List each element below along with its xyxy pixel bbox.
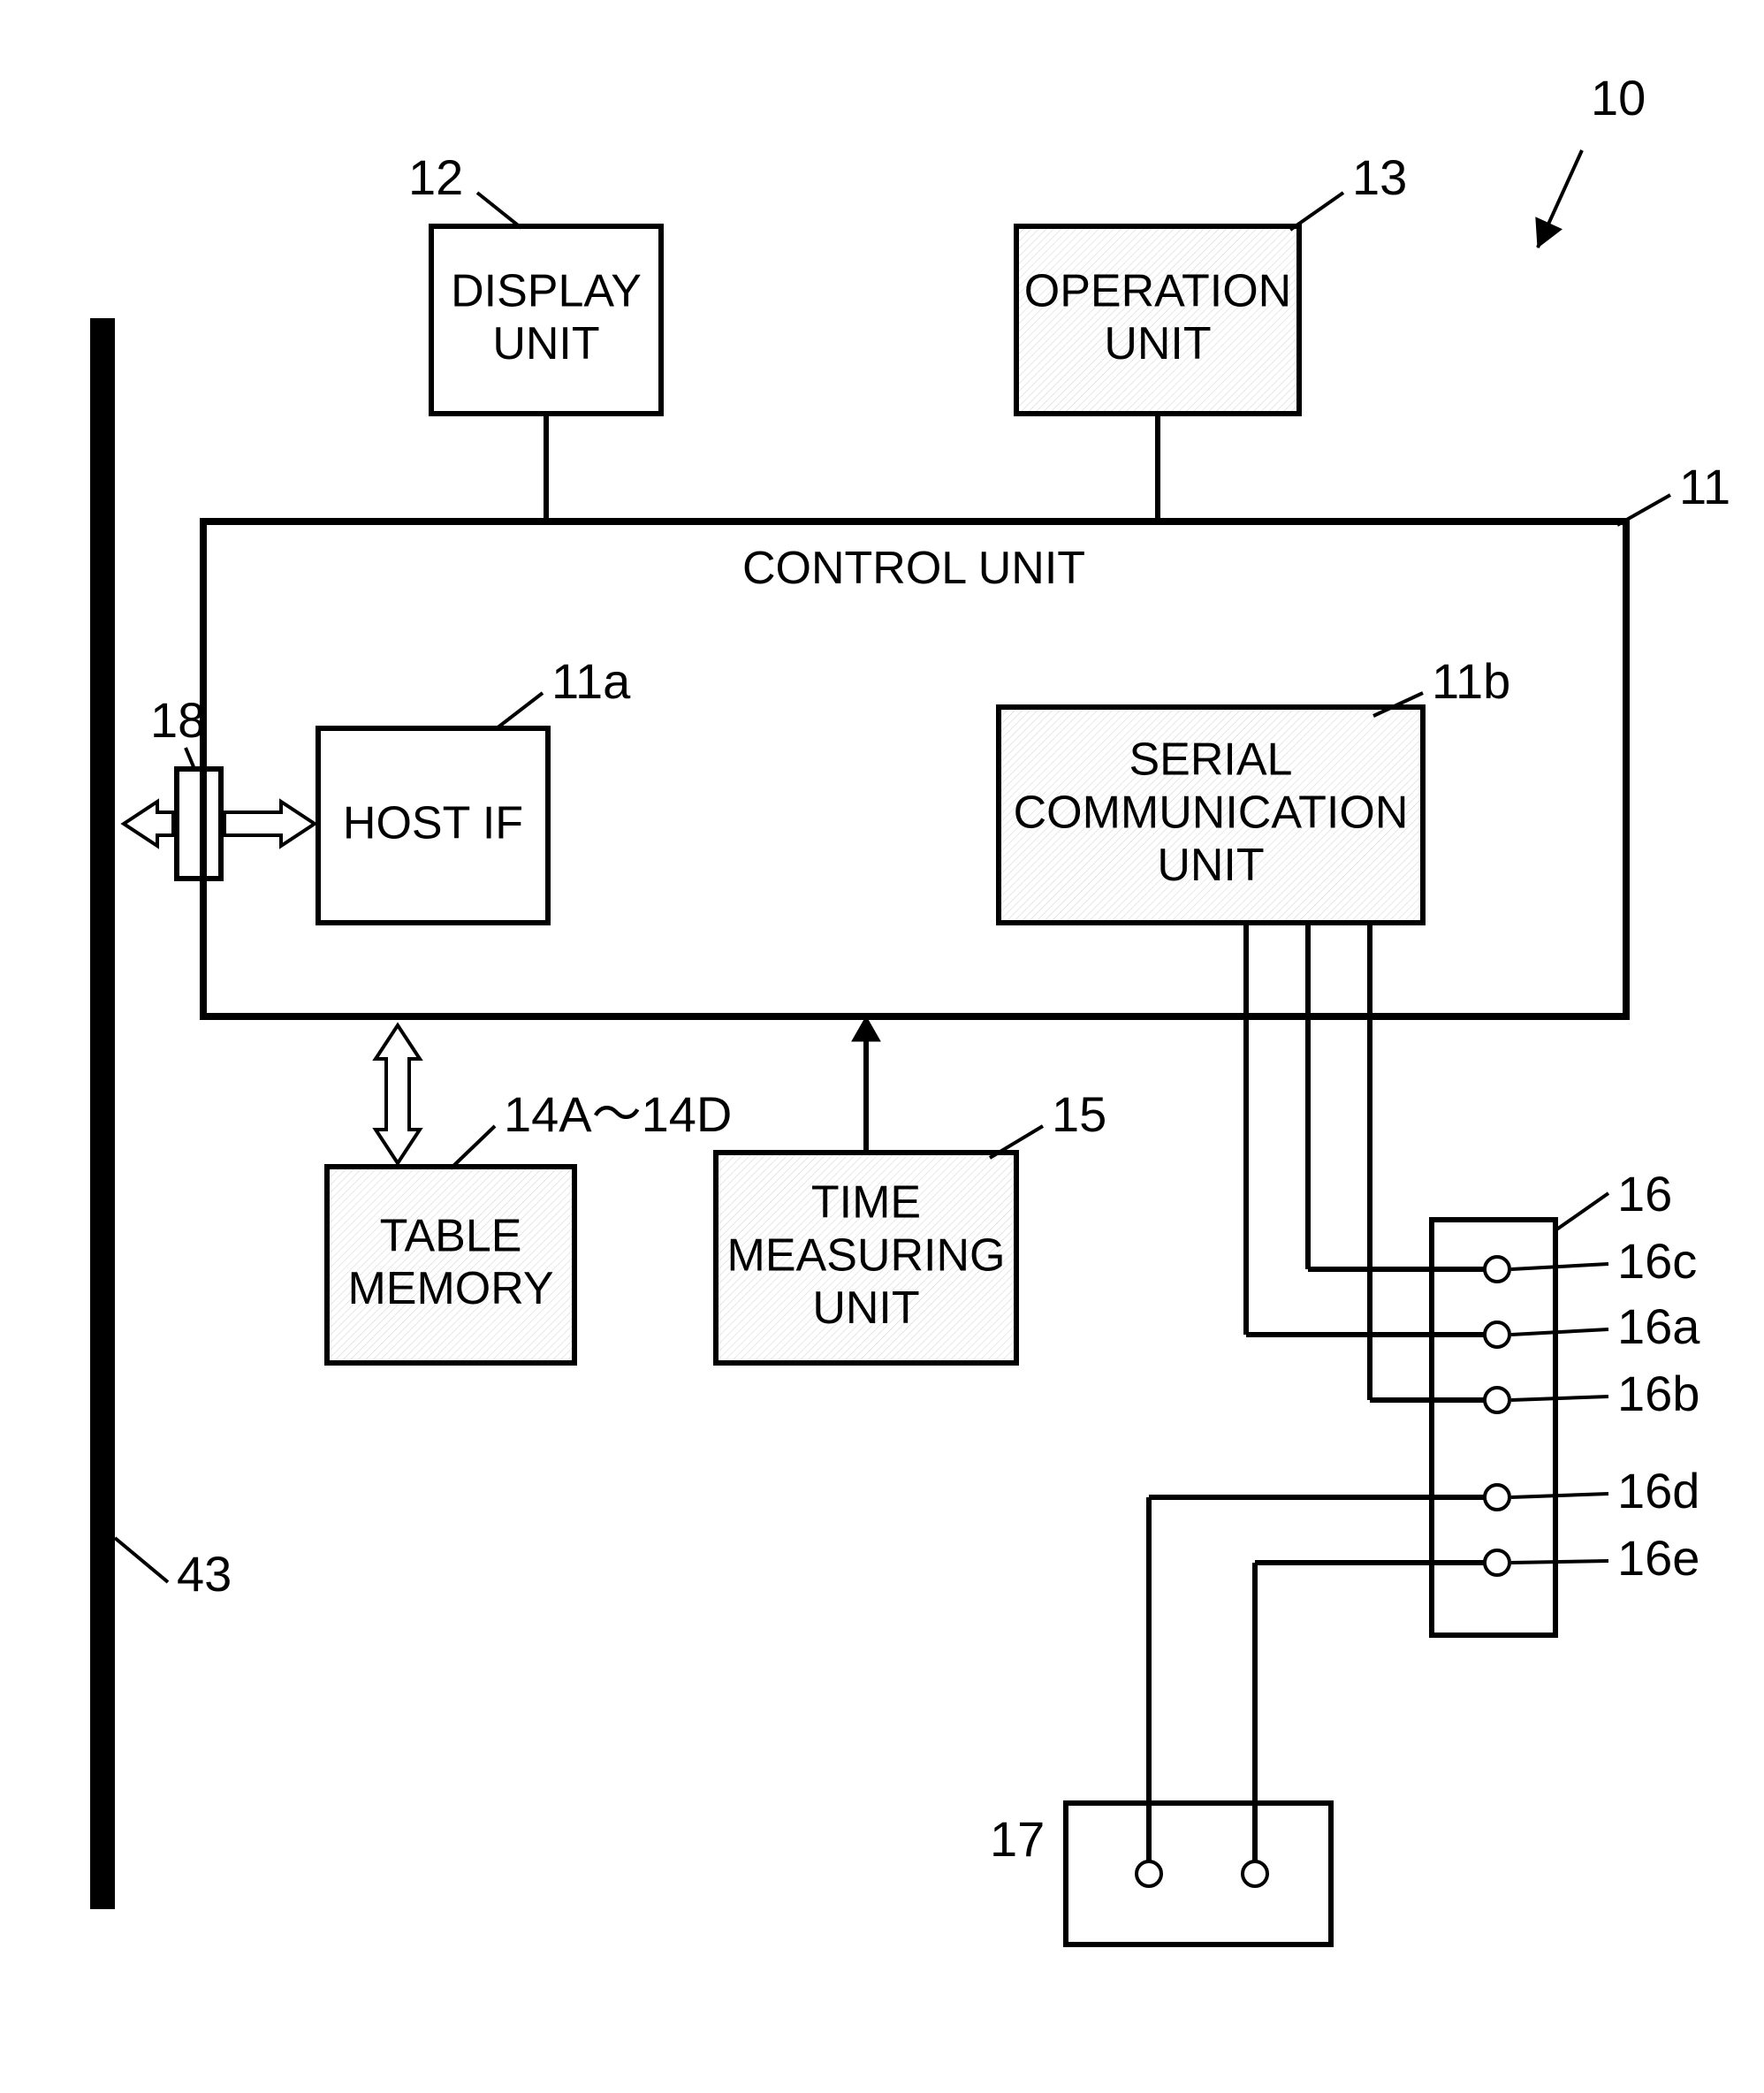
box-serial-line-0: SERIAL bbox=[1129, 734, 1293, 786]
leader-l16a bbox=[1511, 1329, 1608, 1335]
leader-l16d bbox=[1511, 1494, 1608, 1497]
box-serial-line-1: COMMUNICATION bbox=[1014, 787, 1409, 838]
terminal-e bbox=[1485, 1550, 1509, 1575]
leader-l16c bbox=[1511, 1264, 1608, 1269]
box-plug bbox=[1066, 1803, 1331, 1945]
box-serial-line-2: UNIT bbox=[1157, 840, 1264, 891]
ref-11a: 11a bbox=[551, 653, 631, 709]
box-table: TABLEMEMORY bbox=[327, 1167, 574, 1363]
ref-43: 43 bbox=[177, 1546, 232, 1602]
terminal-b bbox=[1485, 1388, 1509, 1412]
arrow-time-up bbox=[852, 1016, 880, 1041]
box-host: HOST IF bbox=[318, 728, 548, 923]
box-display-line-0: DISPLAY bbox=[451, 265, 642, 316]
ref-12: 12 bbox=[408, 149, 463, 205]
box-socket18 bbox=[177, 769, 221, 879]
box-time-line-2: UNIT bbox=[812, 1282, 919, 1334]
box-operation-line-0: OPERATION bbox=[1024, 265, 1291, 316]
leader-l13 bbox=[1290, 193, 1343, 230]
ref-11: 11 bbox=[1679, 459, 1730, 514]
leader-l11 bbox=[1617, 495, 1670, 525]
arrow-bus-host bbox=[124, 802, 173, 846]
leader-l18 bbox=[186, 748, 194, 769]
ref-16a: 16a bbox=[1617, 1298, 1700, 1354]
ref-16c: 16c bbox=[1617, 1233, 1697, 1289]
box-serial: SERIALCOMMUNICATIONUNIT bbox=[999, 707, 1423, 923]
leader-l11a bbox=[497, 693, 543, 728]
ref-13: 13 bbox=[1352, 149, 1407, 205]
box-operation: OPERATIONUNIT bbox=[1016, 226, 1299, 414]
ref-16b: 16b bbox=[1617, 1366, 1699, 1421]
control-unit-title: CONTROL UNIT bbox=[742, 543, 1085, 594]
terminal-a bbox=[1485, 1322, 1509, 1347]
leader-l16b bbox=[1511, 1397, 1608, 1400]
leader-l16 bbox=[1555, 1193, 1608, 1230]
ref-10: 10 bbox=[1591, 70, 1646, 126]
terminal-d bbox=[1485, 1485, 1509, 1510]
box-table-line-0: TABLE bbox=[380, 1210, 522, 1261]
leader-l16e bbox=[1511, 1561, 1608, 1563]
box-time-line-0: TIME bbox=[811, 1177, 921, 1229]
leader-l43 bbox=[115, 1538, 168, 1582]
leader-l14 bbox=[451, 1126, 495, 1168]
ref-16e: 16e bbox=[1617, 1530, 1699, 1586]
box-operation-line-1: UNIT bbox=[1104, 318, 1211, 369]
leader-l12 bbox=[477, 193, 521, 228]
ref-16: 16 bbox=[1617, 1166, 1672, 1222]
box-time-line-1: MEASURING bbox=[727, 1229, 1006, 1281]
box-host-line-0: HOST IF bbox=[343, 797, 523, 849]
ref-16d: 16d bbox=[1617, 1463, 1699, 1518]
ref-14: 14A～14D bbox=[504, 1086, 732, 1142]
ref-15: 15 bbox=[1052, 1086, 1106, 1142]
box-time: TIMEMEASURINGUNIT bbox=[716, 1153, 1016, 1363]
terminal-p2 bbox=[1243, 1861, 1267, 1886]
arrow-bus-host bbox=[224, 802, 315, 846]
terminal-p1 bbox=[1137, 1861, 1161, 1886]
ref-11b: 11b bbox=[1432, 653, 1510, 709]
ref-17: 17 bbox=[990, 1811, 1045, 1867]
box-table-line-1: MEMORY bbox=[347, 1263, 553, 1314]
box-display-line-1: UNIT bbox=[492, 318, 599, 369]
arrow-control-memory bbox=[376, 1025, 420, 1163]
terminal-c bbox=[1485, 1257, 1509, 1282]
box-display: DISPLAYUNIT bbox=[431, 226, 661, 414]
ref-18: 18 bbox=[150, 692, 205, 748]
